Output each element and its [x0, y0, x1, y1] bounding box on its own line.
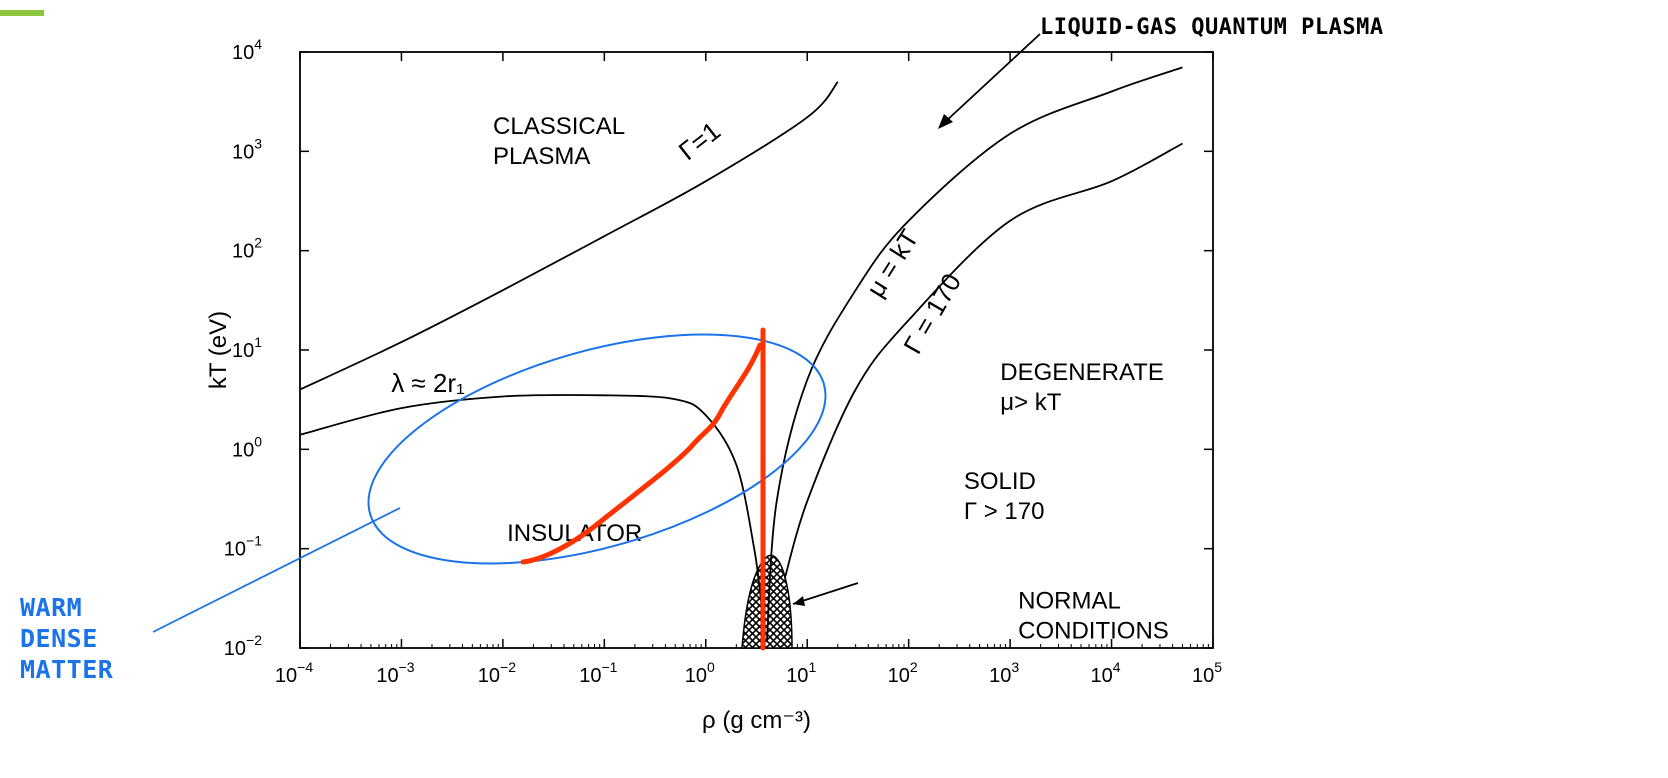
y-tick-label: 101 [232, 334, 262, 362]
x-tick-label: 103 [989, 659, 1019, 687]
series-curve-2 [299, 394, 766, 641]
red-annotation-curve [520, 342, 763, 565]
curve-label: μ = kT [860, 224, 924, 302]
warm-dense-matter-ellipse [367, 333, 827, 565]
region-label: CLASSICAL [493, 113, 625, 140]
x-tick-label: 10−4 [275, 659, 313, 687]
warm-dense-matter-callout: WARM DENSE MATTER [20, 592, 113, 685]
y-tick-label: 104 [232, 36, 262, 64]
series-curve-1 [299, 81, 839, 391]
region-label: NORMAL [1018, 587, 1121, 614]
wdm-line-1: WARM [20, 593, 83, 622]
region-label: μ> kT [1000, 389, 1062, 416]
normal-conditions-region [741, 554, 793, 649]
region-label: CONDITIONS [1018, 617, 1169, 644]
region-label: Γ > 170 [964, 498, 1045, 525]
series-curve-4 [783, 142, 1183, 579]
y-axis-label: kT (eV) [205, 311, 232, 389]
x-tick-label: 101 [786, 659, 816, 687]
x-tick-label: 102 [888, 659, 918, 687]
region-label: PLASMA [493, 143, 590, 170]
quantum-plasma-arrowhead [938, 114, 953, 129]
curve-label: λ ≈ 2r₁ [391, 368, 465, 398]
accent-bar [0, 10, 44, 16]
x-tick-label: 104 [1091, 659, 1121, 687]
x-tick-label: 10−2 [478, 659, 516, 687]
series-curve-3 [766, 66, 1183, 641]
wdm-line-2: DENSE [20, 624, 98, 653]
normal-conditions-arrowhead [793, 596, 805, 606]
x-tick-label: 10−1 [579, 659, 617, 687]
curve-label: Γ = 170 [897, 268, 967, 359]
region-label: DEGENERATE [1000, 359, 1164, 386]
wdm-line-3: MATTER [20, 655, 114, 684]
y-tick-label: 100 [232, 433, 262, 461]
y-tick-label: 10−1 [224, 533, 262, 561]
y-tick-label: 102 [232, 235, 262, 263]
x-axis-label: ρ (g cm⁻³) [702, 707, 811, 734]
quantum-plasma-arrow [944, 33, 1041, 123]
y-tick-label: 10−2 [224, 632, 262, 660]
y-tick-label: 103 [232, 135, 262, 163]
x-tick-label: 100 [685, 659, 715, 687]
curve-label: Γ=1 [673, 116, 726, 167]
warm-dense-matter-pointer [152, 507, 401, 633]
liquid-gas-quantum-plasma-callout: LIQUID-GAS QUANTUM PLASMA [1040, 15, 1384, 40]
x-tick-label: 10−3 [376, 659, 414, 687]
region-label: SOLID [964, 468, 1036, 495]
x-tick-label: 105 [1192, 659, 1222, 687]
